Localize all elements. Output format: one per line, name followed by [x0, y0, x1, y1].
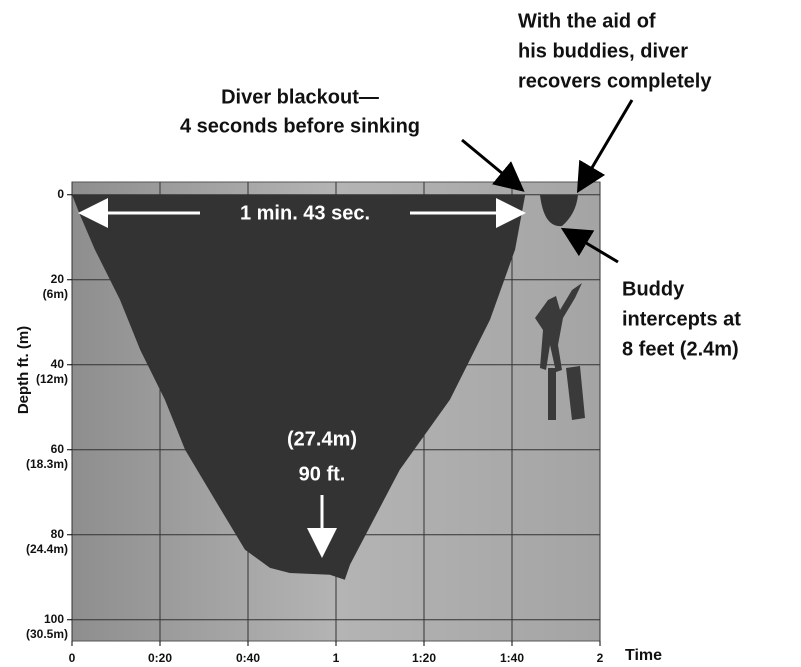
y-tick-label: 80	[51, 527, 65, 541]
annotation: Diver blackout—	[221, 86, 379, 108]
annotation: 4 seconds before sinking	[180, 115, 420, 137]
y-tick-metric-label: (24.4m)	[26, 542, 68, 556]
y-tick-label: 100	[44, 612, 64, 626]
y-tick-label: 20	[51, 272, 65, 286]
y-tick-metric-label: (6m)	[43, 287, 68, 301]
y-tick-label: 0	[57, 187, 64, 201]
x-axis-label: Time	[625, 647, 662, 664]
annotation: recovers completely	[518, 70, 712, 92]
annotation: 90 ft.	[299, 463, 346, 485]
diver-illustration	[535, 283, 585, 420]
annotation: 1 min. 43 sec.	[240, 202, 370, 224]
y-axis-label: Depth ft. (m)	[15, 326, 32, 414]
x-tick-label: 1	[333, 651, 340, 665]
marks	[72, 194, 526, 580]
annotation: With the aid of	[518, 10, 656, 32]
y-tick-metric-label: (30.5m)	[26, 627, 68, 641]
y-tick-metric-label: (18.3m)	[26, 457, 68, 471]
annotation: intercepts at	[622, 308, 741, 330]
x-tick-label: 2	[597, 651, 604, 665]
arrow	[576, 99, 634, 194]
arrow	[461, 138, 525, 192]
arrow	[560, 227, 619, 264]
recovery-shape	[540, 195, 578, 227]
annotation: Buddy	[622, 278, 685, 300]
x-tick-label: 0	[69, 651, 76, 665]
y-tick-label: 40	[51, 357, 65, 371]
annotation: (27.4m)	[287, 428, 357, 450]
x-tick-label: 1:20	[412, 651, 436, 665]
x-tick-label: 1:40	[500, 651, 524, 665]
annotation: his buddies, diver	[518, 40, 688, 62]
y-tick-label: 60	[51, 442, 65, 456]
x-tick-label: 0:20	[148, 651, 172, 665]
annotations: Diver blackout— 4 seconds before sinking W…	[180, 10, 741, 485]
depth-area	[72, 194, 526, 580]
annotation: 8 feet (2.4m)	[622, 338, 739, 360]
y-tick-metric-label: (12m)	[36, 372, 68, 386]
x-tick-label: 0:40	[236, 651, 260, 665]
